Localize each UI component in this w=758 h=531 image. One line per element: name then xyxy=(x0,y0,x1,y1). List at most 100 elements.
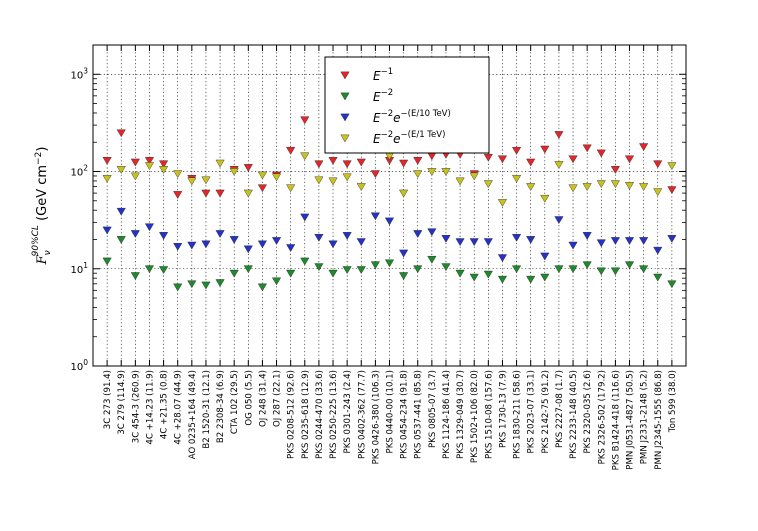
x-tick-label: 3C 454-3 (260.9) xyxy=(131,370,141,443)
x-tick-label: OJ 248 (31.4) xyxy=(258,370,268,427)
legend-entry: E−2e−(E/10 TeV) xyxy=(373,109,451,125)
data-point xyxy=(568,241,578,250)
data-point xyxy=(130,230,140,238)
data-point xyxy=(526,275,536,284)
data-point xyxy=(257,240,267,249)
data-point xyxy=(455,269,465,278)
data-markers xyxy=(102,116,677,292)
data-point xyxy=(314,160,324,169)
data-point xyxy=(469,273,479,282)
data-point xyxy=(413,170,423,179)
data-point xyxy=(300,116,310,125)
x-tick-label: PKS 1329-049 (30.7) xyxy=(456,370,466,459)
data-point xyxy=(624,155,635,164)
data-point xyxy=(526,236,536,244)
data-point xyxy=(540,273,550,282)
data-point xyxy=(130,172,140,181)
data-point xyxy=(455,238,465,247)
x-tick-label: PKS 2320-035 (2.6) xyxy=(583,370,593,453)
legend-marker xyxy=(340,113,350,122)
data-point xyxy=(399,159,409,168)
data-point xyxy=(130,158,140,167)
data-point xyxy=(159,266,169,274)
data-point xyxy=(540,194,550,203)
legend-marker xyxy=(340,71,350,80)
data-point xyxy=(102,226,112,235)
data-point xyxy=(554,216,564,225)
data-point xyxy=(328,177,338,186)
y-tick-label: 100 xyxy=(70,358,88,373)
data-point xyxy=(144,265,155,274)
data-point xyxy=(512,265,522,274)
data-point xyxy=(483,153,493,162)
data-point xyxy=(427,168,437,176)
data-point xyxy=(624,237,635,245)
x-tick-label: PKS 2326-502 (179.2) xyxy=(597,370,607,464)
data-point xyxy=(173,283,183,292)
data-point xyxy=(314,176,324,185)
x-tick-label: PKS 0301-243 (2.4) xyxy=(343,370,353,453)
x-tick-label: PKS 1730-13 (7.9) xyxy=(498,370,508,448)
data-point xyxy=(469,172,479,181)
data-point xyxy=(653,188,663,197)
data-point xyxy=(187,177,197,186)
data-point xyxy=(342,232,352,240)
data-point xyxy=(215,159,225,168)
x-tick-label: PKS 0208-512 (92.6) xyxy=(287,370,297,459)
data-point xyxy=(243,265,253,274)
data-point xyxy=(399,189,409,198)
data-point xyxy=(653,273,663,282)
data-point xyxy=(243,245,253,254)
data-point xyxy=(568,265,578,274)
x-tick-label: PKS 0250-225 (13.6) xyxy=(329,370,339,459)
data-point xyxy=(582,144,592,153)
data-point xyxy=(624,182,635,190)
data-point xyxy=(201,176,211,185)
data-point xyxy=(596,149,606,158)
data-point xyxy=(384,217,395,226)
data-point xyxy=(201,281,211,290)
data-point xyxy=(667,162,677,170)
data-point xyxy=(271,237,282,245)
data-point xyxy=(159,166,169,174)
x-tick-label: PKS 2023-07 (33.1) xyxy=(527,370,537,453)
data-point xyxy=(639,237,649,245)
x-tick-label: PMN J0531-4827 (50.5) xyxy=(626,370,636,470)
data-point xyxy=(370,170,380,179)
data-point xyxy=(554,131,564,139)
data-point xyxy=(526,183,536,191)
y-axis-title: Fν90%CL (GeV cm−2) xyxy=(31,147,53,266)
legend-entry: E−1 xyxy=(373,67,393,83)
data-point xyxy=(187,241,197,250)
data-point xyxy=(300,257,310,266)
x-tick-label: B2 2308-34 (6.9) xyxy=(216,370,226,443)
x-tick-label: PKS 1124-186 (41.4) xyxy=(442,370,452,459)
data-point xyxy=(455,177,465,186)
data-point xyxy=(441,168,451,176)
data-point xyxy=(399,249,409,258)
data-point xyxy=(159,160,169,169)
y-tick-label: 103 xyxy=(70,66,88,81)
data-point xyxy=(130,272,140,281)
data-point xyxy=(328,157,338,165)
data-point xyxy=(483,238,493,247)
data-point xyxy=(257,171,267,180)
x-tick-label: CTA 102 (29.5) xyxy=(230,370,240,434)
y-axis-label: Fν90%CL (GeV cm−2) xyxy=(31,147,53,266)
data-point xyxy=(596,267,606,276)
data-point xyxy=(370,212,380,221)
data-point xyxy=(624,261,635,270)
x-tick-label: PKS 0537-441 (85.8) xyxy=(414,370,424,459)
x-tick-label: OG 050 (5.5) xyxy=(244,370,254,426)
x-tick-label: PKS 1830-211 (58.6) xyxy=(513,370,523,459)
data-point xyxy=(512,147,522,155)
data-point xyxy=(271,173,282,182)
data-point xyxy=(215,230,225,238)
data-point xyxy=(116,166,126,174)
data-point xyxy=(116,207,126,216)
data-point xyxy=(102,157,112,165)
data-point xyxy=(201,189,211,198)
data-point xyxy=(229,269,239,278)
data-point xyxy=(243,189,253,198)
data-point xyxy=(413,157,423,165)
